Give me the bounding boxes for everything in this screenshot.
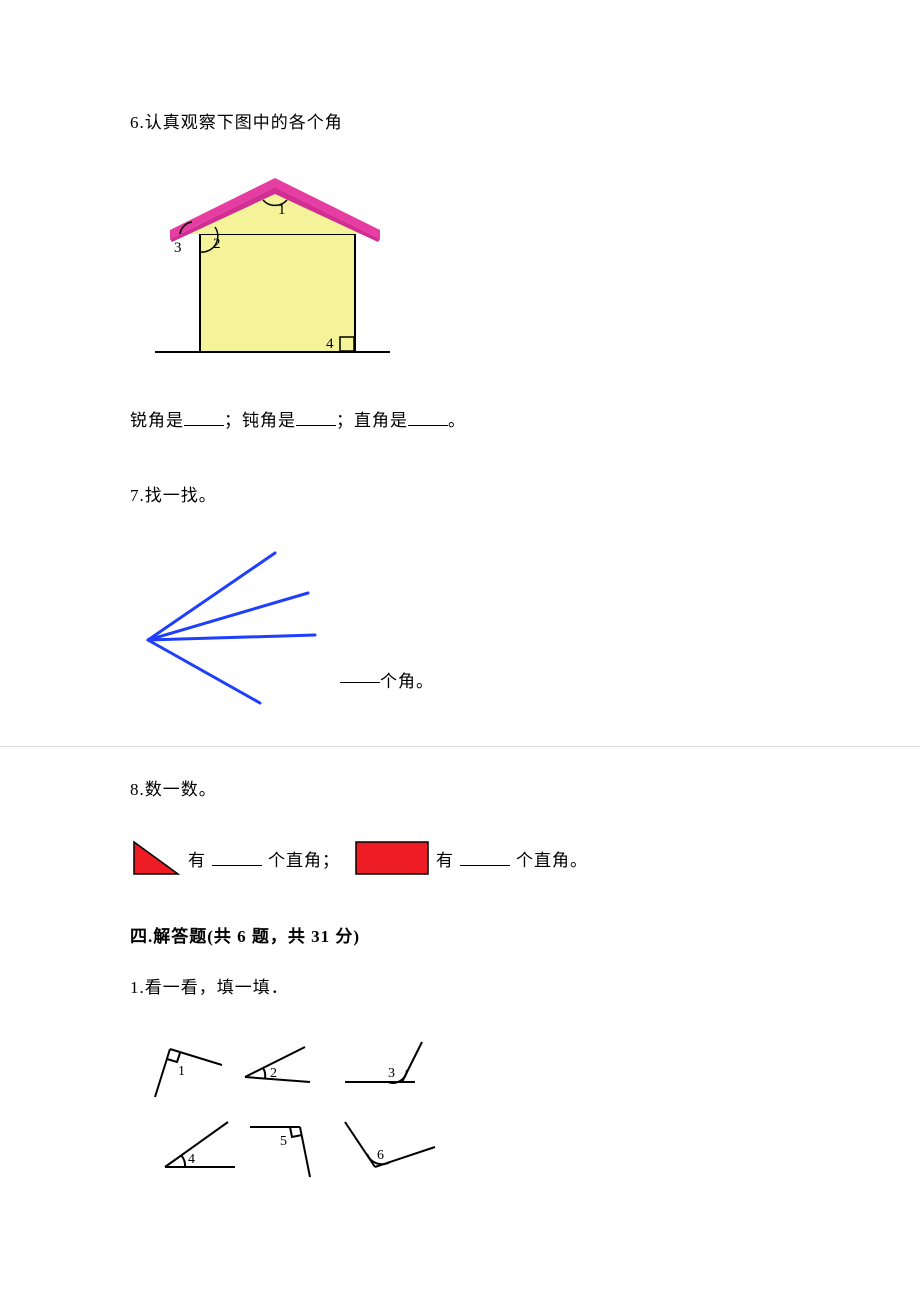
s4q1-prompt: 1.看一看，填一填． [130, 975, 790, 1001]
svg-text:4: 4 [326, 336, 334, 352]
svg-text:2: 2 [213, 236, 221, 252]
q6-house-figure: 1 2 3 4 [130, 172, 790, 372]
q6-blank-2[interactable] [296, 409, 336, 426]
q7-prompt: 7.找一找。 [130, 483, 790, 509]
q6-fill-b: ；钝角是 [224, 411, 296, 430]
svg-text:3: 3 [388, 1066, 395, 1081]
svg-text:2: 2 [270, 1066, 277, 1081]
q8-p1a: 有 [188, 846, 206, 871]
page-divider [0, 746, 920, 747]
q7-figure-row: 个角。 [130, 545, 790, 710]
q8-row: 有 个直角； 有 个直角。 [130, 838, 790, 878]
section4-heading: 四.解答题(共 6 题，共 31 分) [130, 922, 790, 947]
q6-fill-line: 锐角是 ；钝角是 ；直角是 。 [130, 408, 790, 434]
svg-text:5: 5 [280, 1134, 287, 1149]
q8-p2a: 有 [436, 846, 454, 871]
q8-blank-2[interactable] [460, 850, 510, 866]
q8-rectangle [354, 840, 430, 876]
q8-prompt: 8.数一数。 [130, 777, 790, 803]
q7-suffix: 个角。 [380, 672, 434, 691]
s4q1-angles-figure: 1 2 3 [130, 1037, 790, 1202]
q6-fill-c: ；直角是 [336, 411, 408, 430]
q8-blank-1[interactable] [212, 850, 262, 866]
q6-blank-3[interactable] [408, 409, 448, 426]
svg-text:4: 4 [188, 1152, 195, 1167]
q7-blank[interactable] [340, 667, 380, 683]
svg-text:6: 6 [377, 1148, 384, 1163]
q6-fill-a: 锐角是 [130, 411, 184, 430]
svg-text:3: 3 [174, 240, 182, 256]
q7-rays-svg [130, 545, 330, 710]
q8-p2b: 个直角。 [516, 846, 588, 871]
q6-prompt: 6.认真观察下图中的各个角 [130, 110, 790, 136]
q8-p1b: 个直角； [268, 846, 340, 871]
q8-triangle [130, 838, 182, 878]
svg-text:1: 1 [178, 1064, 185, 1079]
q6-fill-d: 。 [448, 411, 466, 430]
svg-text:1: 1 [278, 202, 286, 218]
q6-blank-1[interactable] [184, 409, 224, 426]
